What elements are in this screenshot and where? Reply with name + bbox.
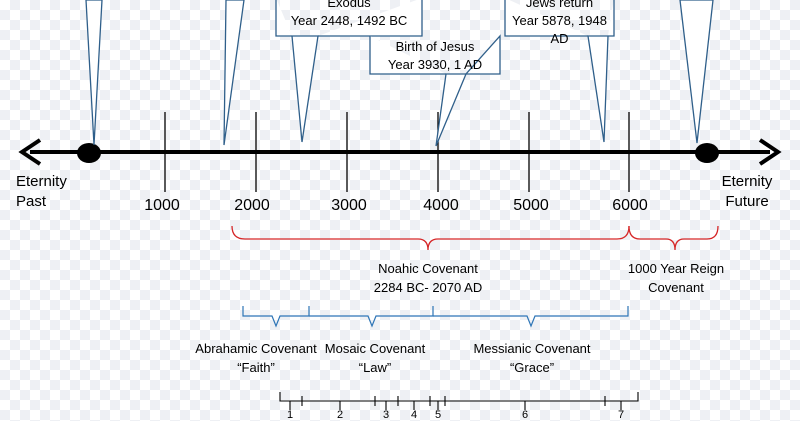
mosaic-covenant-theme: “Law”: [358, 360, 392, 375]
right-arrowhead: [758, 138, 782, 166]
tick-marks: [164, 112, 630, 192]
abrahamic-covenant-theme: “Faith”: [237, 360, 275, 375]
messianic-covenant-title: Messianic Covenant: [473, 341, 591, 356]
noahic-bracket: [231, 225, 630, 251]
callout-pointers: [85, 0, 714, 147]
pointer-exodus: [291, 35, 319, 143]
messianic-bracket: [433, 306, 629, 328]
callout-jews-date: Year 5878, 1948 AD: [512, 13, 607, 46]
eternity-future-line-2: Future: [725, 193, 769, 210]
callout-jesus-date: Year 3930, 1 AD: [387, 57, 483, 72]
callout-jews-title: Jews return: [525, 0, 594, 10]
period-number-4: 4: [410, 409, 418, 421]
abrahamic-covenant-title: Abrahamic Covenant: [195, 341, 317, 356]
noahic-covenant-label: Noahic Covenant 2284 BC- 2070 AD: [348, 259, 508, 297]
period-number-3: 3: [382, 409, 390, 421]
eternity-past-label: Eternity Past: [16, 172, 67, 212]
mosaic-covenant-label: Mosaic Covenant “Law”: [320, 339, 430, 377]
eternity-past-dot: [77, 143, 101, 163]
callout-box-jesus: [369, 34, 501, 75]
abrahamic-bracket: [242, 306, 310, 328]
mosaic-covenant-title: Mosaic Covenant: [324, 341, 426, 356]
tick-label-2000: 2000: [234, 197, 270, 214]
pointer-eternity-past: [85, 0, 103, 146]
tick-label-1000: 1000: [144, 197, 180, 214]
period-number-5: 5: [434, 409, 442, 421]
mosaic-bracket: [309, 306, 434, 328]
bottom-bracket-line: [279, 392, 639, 402]
red-bracket: [231, 225, 719, 251]
pointer-jews: [587, 35, 609, 143]
period-number-7: 7: [617, 409, 625, 421]
noahic-covenant-title: Noahic Covenant: [378, 261, 478, 276]
period-number-6: 6: [521, 409, 529, 421]
reign-covenant-subtitle: Covenant: [648, 280, 704, 295]
tick-label-3000: 3000: [331, 197, 367, 214]
period-number-2: 2: [336, 409, 344, 421]
eternity-past-line-2: Past: [16, 193, 47, 210]
bottom-bracket-dividers: [301, 396, 606, 406]
messianic-covenant-theme: “Grace”: [509, 360, 555, 375]
eternity-future-dot: [695, 143, 719, 163]
callout-exodus: Exodus Year 2448, 1492 BC: [278, 0, 420, 30]
abrahamic-covenant-label: Abrahamic Covenant “Faith”: [186, 339, 326, 377]
pointer-jesus: [435, 73, 467, 147]
bottom-bracket-points: [289, 401, 622, 410]
callout-box-exodus: [275, 0, 423, 37]
tick-label-6000: 6000: [612, 197, 648, 214]
tick-label-4000: 4000: [423, 197, 459, 214]
pointer-creation: [223, 0, 245, 146]
period-number-1: 1: [286, 409, 294, 421]
bottom-bracket: [279, 392, 639, 410]
callout-box-jews: [504, 0, 615, 37]
eternity-future-line-1: Eternity: [721, 173, 773, 190]
noahic-covenant-dates: 2284 BC- 2070 AD: [373, 280, 483, 295]
messianic-covenant-label: Messianic Covenant “Grace”: [466, 339, 598, 377]
callout-jesus-title: Birth of Jesus: [395, 39, 475, 54]
left-arrowhead: [18, 138, 42, 166]
callout-exodus-title: Exodus: [327, 0, 371, 10]
callout-jesus: Birth of Jesus Year 3930, 1 AD: [372, 38, 498, 74]
callout-exodus-date: Year 2448, 1492 BC: [290, 13, 408, 28]
callout-jews: Jews return Year 5878, 1948 AD: [505, 0, 614, 48]
eternity-future-label: Eternity Future: [712, 172, 782, 212]
blue-bracket: [242, 306, 629, 328]
reign-covenant-label: 1000 Year Reign Covenant: [617, 259, 735, 297]
pointer-eternity-future: [679, 0, 714, 144]
callout-boxes: [275, 0, 615, 75]
reign-covenant-title: 1000 Year Reign: [627, 261, 725, 276]
reign-bracket: [628, 225, 719, 251]
eternity-past-line-1: Eternity: [16, 173, 67, 190]
tick-label-5000: 5000: [513, 197, 549, 214]
